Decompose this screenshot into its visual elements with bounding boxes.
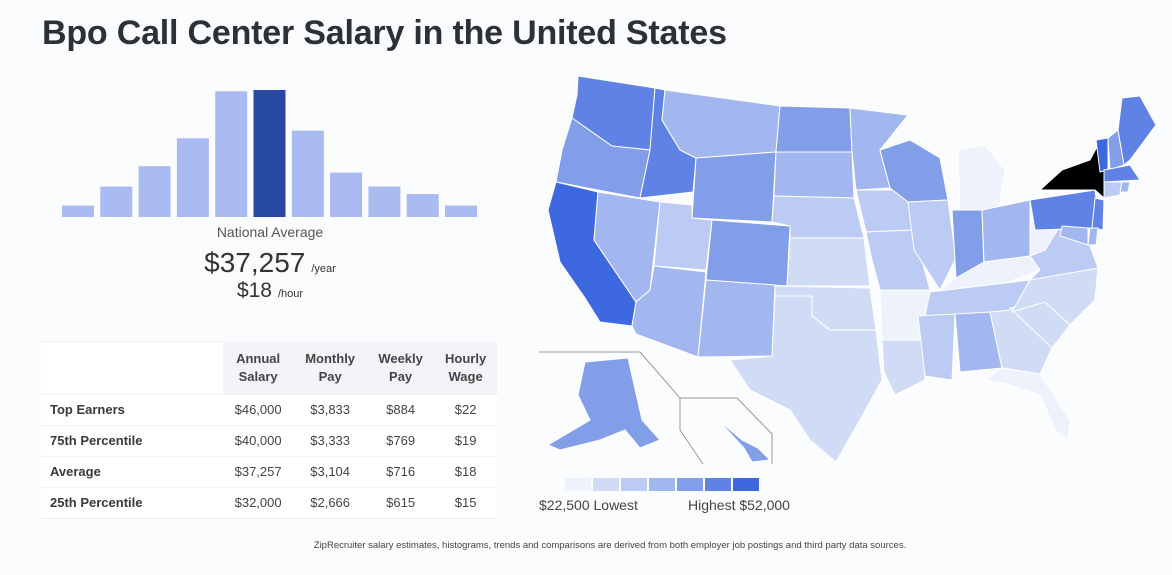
row-label: 25th Percentile	[41, 487, 223, 519]
state-pa[interactable]	[1029, 189, 1101, 231]
state-sd[interactable]	[773, 151, 855, 199]
cell-hourly: $19	[434, 425, 497, 457]
cell-annual: $46,000	[223, 394, 294, 426]
state-oh[interactable]	[981, 199, 1031, 263]
cell-hourly: $18	[434, 456, 497, 488]
state-ks[interactable]	[786, 237, 871, 287]
state-de[interactable]	[1087, 227, 1099, 246]
histogram-bar	[406, 194, 439, 217]
table-row: 25th Percentile $32,000 $2,666 $615 $15	[41, 487, 497, 519]
legend-swatch	[593, 478, 619, 491]
state-ak[interactable]	[546, 357, 661, 451]
table-row: Average $37,257 $3,104 $716 $18	[41, 456, 497, 488]
legend-swatch	[565, 478, 591, 491]
state-ri[interactable]	[1119, 181, 1131, 193]
us-salary-map	[539, 75, 1157, 465]
state-fl[interactable]	[983, 367, 1071, 441]
annual-unit: /year	[311, 263, 336, 275]
table-row: Top Earners $46,000 $3,833 $884 $22	[41, 394, 497, 426]
cell-monthly: $3,104	[293, 456, 368, 488]
histogram-bar	[138, 166, 171, 217]
state-mt[interactable]	[661, 89, 781, 159]
cell-monthly: $2,666	[293, 487, 368, 519]
page-title: Bpo Call Center Salary in the United Sta…	[42, 14, 727, 52]
cell-annual: $32,000	[223, 487, 294, 519]
state-hi[interactable]	[717, 419, 772, 463]
state-nj[interactable]	[1091, 197, 1105, 231]
histogram-bar	[100, 186, 133, 217]
table-header-row: Annual Salary Monthly Pay Weekly Pay Hourly…	[41, 341, 497, 395]
state-md[interactable]	[1059, 225, 1089, 246]
annual-value: $37,257	[204, 247, 306, 278]
row-label: Top Earners	[41, 394, 223, 426]
state-me[interactable]	[1117, 95, 1157, 166]
map-legend	[565, 478, 759, 491]
cell-monthly: $3,333	[293, 425, 368, 457]
cell-hourly: $15	[434, 487, 497, 519]
cell-weekly: $716	[367, 456, 435, 488]
table-row: 75th Percentile $40,000 $3,333 $769 $19	[41, 425, 497, 457]
histogram-bar	[445, 205, 477, 217]
header-hourly-wage: Hourly Wage	[434, 341, 497, 395]
cell-monthly: $3,833	[293, 394, 368, 426]
state-nm[interactable]	[697, 279, 776, 358]
legend-swatch	[649, 478, 675, 491]
state-nd[interactable]	[775, 105, 853, 153]
hawaii-inset-frame	[680, 397, 773, 464]
legend-swatch	[733, 478, 759, 491]
state-tx[interactable]	[729, 295, 883, 463]
header-annual-salary: Annual Salary	[223, 341, 294, 395]
histogram-bar	[368, 186, 401, 217]
legend-swatch	[677, 478, 703, 491]
histogram-bar	[330, 172, 363, 217]
cell-weekly: $884	[367, 394, 435, 426]
state-il[interactable]	[907, 199, 957, 292]
histogram-bar	[176, 138, 209, 217]
state-ms[interactable]	[917, 313, 956, 381]
histogram-bar	[291, 130, 324, 217]
cell-weekly: $615	[367, 487, 435, 519]
legend-high-label: Highest $52,000	[688, 497, 790, 513]
national-average-annual: $37,257/year	[120, 247, 420, 279]
state-ny[interactable]	[1038, 143, 1105, 200]
hourly-unit: /hour	[277, 288, 304, 300]
state-mi[interactable]	[957, 144, 1006, 216]
state-co[interactable]	[705, 219, 791, 287]
pay-table: Annual Salary Monthly Pay Weekly Pay Hourly…	[41, 341, 497, 519]
legend-swatch	[621, 478, 647, 491]
national-average-label: National Average	[216, 224, 324, 240]
histogram-bar-national-average	[253, 90, 286, 217]
cell-weekly: $769	[367, 425, 435, 457]
state-la[interactable]	[881, 339, 926, 396]
legend-low-label: $22,500 Lowest	[539, 497, 638, 513]
cell-annual: $40,000	[223, 425, 294, 457]
row-label: 75th Percentile	[41, 425, 223, 457]
histogram-bar	[62, 205, 94, 217]
hourly-value: $18	[236, 279, 272, 302]
legend-swatch	[705, 478, 731, 491]
header-blank	[41, 341, 223, 395]
cell-annual: $37,257	[223, 456, 294, 488]
national-average-hourly: $18/hour	[120, 279, 420, 303]
state-wy[interactable]	[691, 151, 777, 223]
state-ma[interactable]	[1103, 164, 1141, 183]
salary-histogram	[62, 90, 477, 217]
header-monthly-pay: Monthly Pay	[293, 341, 368, 395]
state-ct[interactable]	[1103, 181, 1123, 199]
footer-note: ZipRecruiter salary estimates, histogram…	[313, 540, 907, 551]
histogram-bar	[215, 91, 248, 217]
state-az[interactable]	[631, 265, 707, 358]
row-label: Average	[41, 456, 223, 488]
header-weekly-pay: Weekly Pay	[367, 341, 435, 395]
cell-hourly: $22	[434, 394, 497, 426]
